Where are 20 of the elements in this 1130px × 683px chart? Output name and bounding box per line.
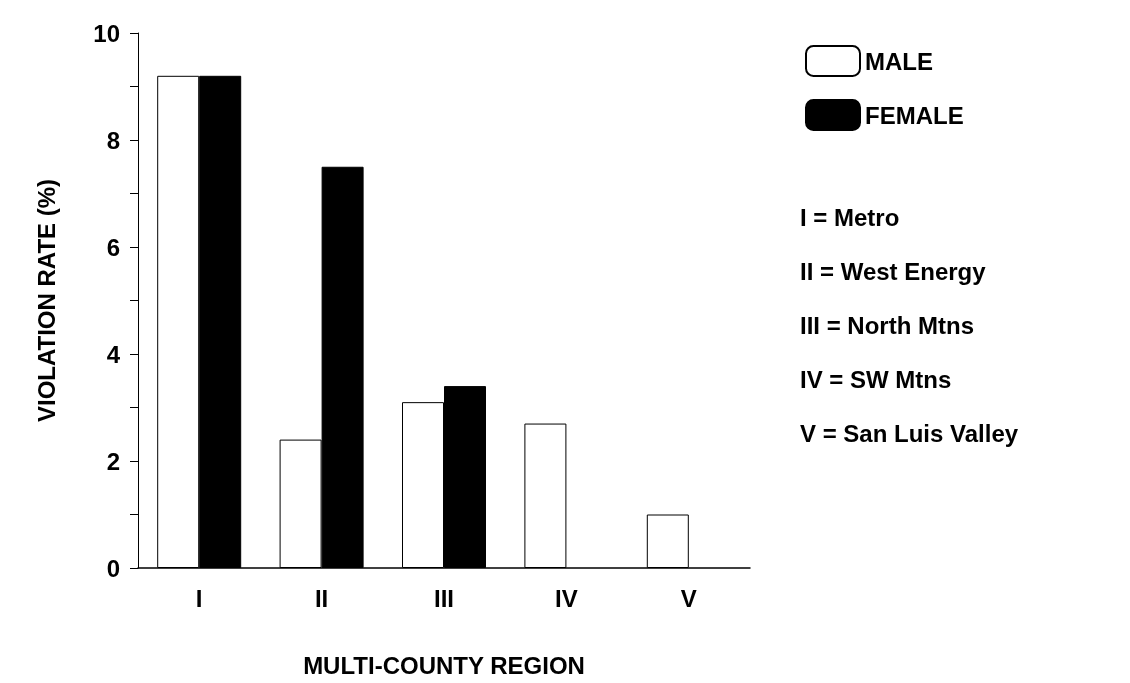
x-axis-title: MULTI-COUNTY REGION bbox=[303, 651, 585, 679]
legend-label: FEMALE bbox=[865, 101, 964, 129]
y-tick-label: 8 bbox=[106, 126, 120, 154]
y-axis-title: VIOLATION RATE (%) bbox=[32, 178, 60, 423]
text: II = West Energy bbox=[800, 257, 987, 285]
x-tick-label: V bbox=[680, 584, 697, 612]
text: IV = SW Mtns bbox=[800, 365, 952, 393]
y-tick-label: 2 bbox=[106, 447, 120, 475]
legend-label: MALE bbox=[865, 47, 933, 75]
y-tick-label: 6 bbox=[106, 233, 120, 261]
text: V = San Luis Valley bbox=[800, 419, 1019, 447]
text: III = North Mtns bbox=[800, 311, 974, 339]
x-tick-label: III bbox=[433, 584, 455, 612]
y-tick-label: 4 bbox=[106, 340, 121, 368]
y-tick-label: 0 bbox=[106, 554, 120, 582]
text: I = Metro bbox=[800, 203, 900, 231]
x-tick-label: IV bbox=[555, 584, 578, 612]
x-tick-label: I bbox=[195, 584, 203, 612]
x-tick-label: II bbox=[314, 584, 329, 612]
y-tick-label: 10 bbox=[93, 19, 120, 47]
